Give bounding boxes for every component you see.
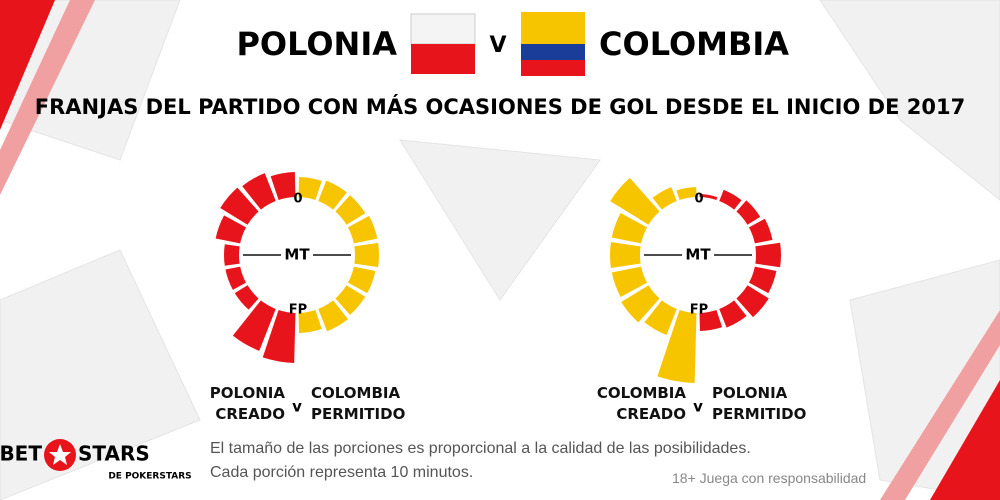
slice [748,218,773,244]
slice [610,241,641,269]
slice [621,285,660,323]
slice [318,180,347,210]
start-label: 0 [694,192,703,207]
stripe [0,0,55,130]
stripe [930,380,1000,500]
slice [748,266,777,294]
slice [699,194,718,200]
slice [225,266,247,290]
slice [611,213,648,244]
flag-colombia [521,12,585,76]
legend-right: COLOMBIA PERMITIDO [311,384,406,423]
slice [657,310,697,383]
subtitle: FRANJAS DEL PARTIDO CON MÁS OCASIONES DE… [35,94,965,119]
legend-versus: v [292,398,302,416]
brand-sub: DE POKERSTARS [108,472,191,482]
team2: COLOMBIA [599,25,789,63]
slice [335,195,366,225]
slice [220,187,259,225]
legend-versus: v [693,398,703,416]
slice [232,300,276,351]
versus: V [489,33,506,58]
slice [644,300,677,336]
slice [347,266,376,294]
disclaimer: 18+ Juega con responsabilidad [672,470,867,486]
slice [234,285,259,310]
slice [224,244,240,266]
slice [676,187,697,200]
half-bg [682,245,714,265]
slice [699,310,723,331]
team1: POLONIA [236,25,397,63]
slice [736,200,761,225]
slice [298,310,322,333]
end-label: FP [289,303,307,318]
slice [719,300,747,328]
slice [318,300,349,332]
half-label: MT [685,246,711,264]
slice [262,310,296,363]
slice [270,172,296,200]
slice [652,187,677,210]
slice [719,189,742,210]
slice [610,177,660,225]
slice [335,285,366,315]
logo-star [49,444,71,465]
brand: BET [0,442,42,466]
brand: STARS [78,442,150,466]
slice [611,266,648,297]
legend-left: POLONIA CREADO [209,384,285,423]
note: El tamaño de las porciones es proporcion… [210,440,751,457]
slice [298,177,322,200]
legend-right: POLONIA PERMITIDO [712,384,807,423]
slice [242,173,276,210]
flag-poland [410,13,476,74]
stripe [0,0,95,195]
start-label: 0 [293,192,302,207]
slice [215,215,247,244]
half-label: MT [284,246,310,264]
legend-left: COLOMBIA CREADO [596,384,686,423]
stripe [880,310,1000,500]
end-label: FP [690,303,708,318]
slice [354,242,380,268]
slice [736,285,769,318]
note: Cada porción representa 10 minutos. [210,464,474,481]
slice [347,215,378,244]
half-bg [281,245,313,265]
slice [755,242,781,268]
